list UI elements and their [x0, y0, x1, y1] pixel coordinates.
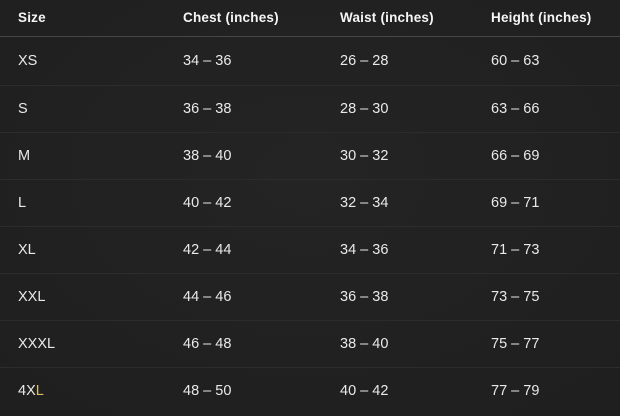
col-header-waist: Waist (inches) — [322, 0, 473, 37]
col-header-height: Height (inches) — [473, 0, 620, 37]
size-label: XXL — [0, 273, 165, 321]
height-range: 66 – 69 — [473, 132, 620, 180]
chest-range: 36 – 38 — [165, 85, 322, 133]
chest-range: 44 – 46 — [165, 273, 322, 321]
waist-range: 32 – 34 — [322, 179, 473, 227]
size-label-text: S — [18, 101, 28, 117]
size-label: M — [0, 132, 165, 180]
size-label-text: XXXL — [18, 336, 56, 352]
header-row: Size Chest (inches) Waist (inches) Heigh… — [0, 0, 620, 37]
size-label: XXXL — [0, 320, 165, 368]
table-row-xs: XS 34 – 36 26 – 28 60 – 63 — [0, 36, 620, 86]
table-row-xxl: XXL 44 – 46 36 – 38 73 – 75 — [0, 273, 620, 321]
size-label: L — [0, 179, 165, 227]
chest-range: 38 – 40 — [165, 132, 322, 180]
size-label-text: XXL — [18, 289, 46, 305]
size-label: XS — [0, 36, 165, 86]
size-label-text: XL — [18, 242, 36, 258]
table-row-m: M 38 – 40 30 – 32 66 – 69 — [0, 132, 620, 180]
height-range: 63 – 66 — [473, 85, 620, 133]
waist-range: 38 – 40 — [322, 320, 473, 368]
size-label-text: M — [18, 148, 31, 164]
waist-range: 40 – 42 — [340, 383, 389, 399]
size-label: S — [0, 85, 165, 133]
table-row-l: L 40 – 42 32 – 34 69 – 71 — [0, 179, 620, 227]
waist-range: 26 – 28 — [322, 36, 473, 86]
size-label: 4XL — [0, 368, 165, 415]
size-label-highlight: L — [35, 383, 44, 399]
waist-range: 34 – 36 — [322, 226, 473, 274]
height-range: 77 – 79 — [491, 383, 540, 399]
height-range: 71 – 73 — [473, 226, 620, 274]
col-header-size: Size — [0, 0, 165, 37]
chest-range: 46 – 48 — [165, 320, 322, 368]
size-label-text: XS — [18, 53, 38, 69]
chest-range: 48 – 50 — [183, 383, 232, 399]
waist-range: 28 – 30 — [322, 85, 473, 133]
size-label-text: L — [18, 195, 27, 211]
size-label: XL — [0, 226, 165, 274]
col-header-chest: Chest (inches) — [165, 0, 322, 37]
chest-range: 34 – 36 — [165, 36, 322, 86]
waist-range: 36 – 38 — [322, 273, 473, 321]
table-row-s: S 36 – 38 28 – 30 63 – 66 — [0, 85, 620, 133]
table-row-4xl: 4XL 48 – 50 40 – 42 77 – 79 — [0, 368, 620, 415]
table-row-xl: XL 42 – 44 34 – 36 71 – 73 — [0, 226, 620, 274]
chest-range: 40 – 42 — [165, 179, 322, 227]
height-range: 73 – 75 — [473, 273, 620, 321]
chest-range: 42 – 44 — [165, 226, 322, 274]
height-range: 60 – 63 — [473, 36, 620, 86]
size-label-text: 4X — [18, 383, 36, 399]
waist-range: 30 – 32 — [322, 132, 473, 180]
height-range: 75 – 77 — [473, 320, 620, 368]
table-row-xxxl: XXXL 46 – 48 38 – 40 75 – 77 — [0, 320, 620, 368]
height-range: 69 – 71 — [473, 179, 620, 227]
